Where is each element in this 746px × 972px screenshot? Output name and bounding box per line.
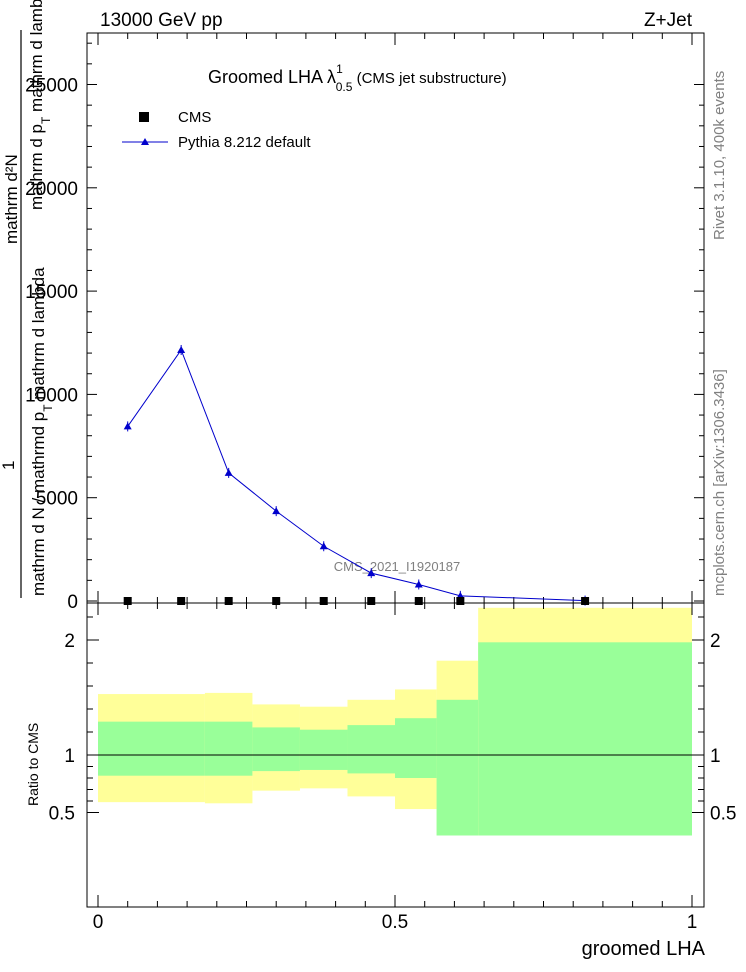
ratio-uncertainty-bands xyxy=(98,607,692,836)
ratio-x-axis: 0 0.5 1 xyxy=(93,603,698,933)
pythia-point xyxy=(123,422,132,430)
main-x-axis xyxy=(97,33,693,603)
rivet-label: Rivet 3.1.10, 400k events xyxy=(711,71,728,240)
legend-pythia-marker xyxy=(141,138,149,145)
main-y-axis: 0 5000 10000 15000 20000 25000 xyxy=(25,42,704,613)
main-ytick-label: 20000 xyxy=(25,179,78,200)
legend-cms-marker xyxy=(139,112,149,122)
analysis-watermark: CMS_2021_I1920187 xyxy=(334,559,461,574)
main-ytick-label: 15000 xyxy=(25,282,78,303)
pythia-point xyxy=(414,580,423,588)
pythia-point xyxy=(224,468,233,476)
x-axis-label: groomed LHA xyxy=(582,938,706,960)
ratio-ytick-label: 0.5 xyxy=(49,804,75,825)
main-ytick-label: 10000 xyxy=(25,385,78,406)
ylabel-one: 1 xyxy=(0,461,18,470)
ylabel-numerator-bottom: mathrm d pT mathrm d lambda xyxy=(27,0,53,210)
ylabel-denominator: mathrm d N / mathrmd pT mathrm d lambda xyxy=(29,267,55,596)
cms-data-series xyxy=(123,597,590,605)
inner-band-bin xyxy=(98,721,205,776)
ratio-ytick-label-right: 2 xyxy=(710,631,721,652)
cms-point xyxy=(224,597,233,605)
inner-band-bin xyxy=(347,725,395,774)
energy-label: 13000 GeV pp xyxy=(100,10,223,31)
ratio-y-axis: 0.5 0.5 1 1 2 2 xyxy=(49,616,736,825)
cms-point xyxy=(319,597,328,605)
ratio-ytick-label-right: 1 xyxy=(710,746,721,767)
inner-band-bin xyxy=(204,721,253,776)
ratio-ytick-label-right: 0.5 xyxy=(710,804,736,825)
legend: CMS Pythia 8.212 default xyxy=(122,109,311,151)
pythia-point xyxy=(367,569,376,577)
inner-band-bin xyxy=(436,699,479,836)
pythia-point xyxy=(272,507,281,515)
main-ytick-label: 5000 xyxy=(36,489,78,510)
ratio-xtick-label: 0.5 xyxy=(382,912,408,933)
ratio-y-axis-label: Ratio to CMS xyxy=(25,723,41,806)
ratio-xtick-label: 0 xyxy=(93,912,104,933)
legend-cms-label: CMS xyxy=(178,109,211,126)
cms-point xyxy=(367,597,376,605)
main-ytick-label: 0 xyxy=(67,592,78,613)
inner-band-bin xyxy=(395,718,437,778)
main-plot-panel: 0 5000 10000 15000 20000 25000 CMS_2021_I1920… xyxy=(0,0,705,613)
pythia-point xyxy=(319,542,328,550)
ratio-ytick-label: 1 xyxy=(64,746,75,767)
cms-point xyxy=(177,597,186,605)
ratio-plot-panel: 0.5 0.51 12 2 0 0.5 1 Ratio to CMS groomed LH… xyxy=(25,602,736,960)
inner-band-bin xyxy=(252,727,300,772)
cms-point xyxy=(414,597,423,605)
legend-pythia-label: Pythia 8.212 default xyxy=(178,134,311,151)
process-label: Z+Jet xyxy=(644,10,693,31)
mcplots-label: mcplots.cern.ch [arXiv:1306.3436] xyxy=(711,369,728,596)
cms-point xyxy=(581,597,590,605)
plot-title: Groomed LHA λ1 0.5 (CMS jet substructure) xyxy=(208,62,507,94)
ratio-ytick-label: 2 xyxy=(64,631,75,652)
main-y-axis-label: 1 mathrm d²N mathrm d N / mathrmd pT mat… xyxy=(0,0,55,598)
cms-point xyxy=(123,597,132,605)
cms-point xyxy=(456,597,465,605)
cms-point xyxy=(272,597,281,605)
ylabel-numerator-top: mathrm d²N xyxy=(2,154,21,244)
main-ytick-label: 25000 xyxy=(25,76,78,97)
pythia-point xyxy=(177,345,186,353)
inner-band-bin xyxy=(478,642,692,836)
inner-band-bin xyxy=(299,729,348,770)
ratio-xtick-label: 1 xyxy=(687,912,698,933)
